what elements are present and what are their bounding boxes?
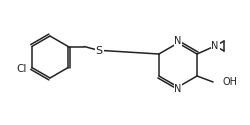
Text: OH: OH (221, 77, 236, 87)
Text: Cl: Cl (16, 64, 27, 74)
Text: S: S (95, 46, 102, 56)
Text: N: N (210, 41, 218, 51)
Text: N: N (174, 36, 181, 46)
Text: N: N (174, 84, 181, 94)
